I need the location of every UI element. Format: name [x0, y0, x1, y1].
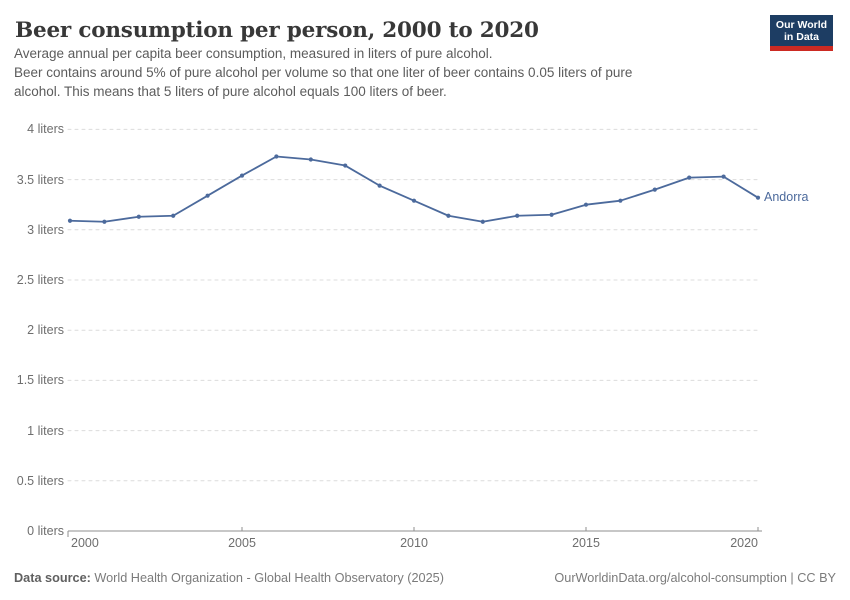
- x-axis-tick-label: 2010: [400, 536, 428, 550]
- chart-title: Beer consumption per person, 2000 to 202…: [15, 18, 539, 43]
- owid-logo-box: Our World in Data: [770, 15, 833, 46]
- subtitle-line-2: Beer contains around 5% of pure alcohol …: [14, 65, 633, 80]
- y-axis-tick-label: 0 liters: [27, 524, 64, 538]
- y-axis-tick-label: 0.5 liters: [16, 473, 64, 488]
- x-axis-tick-label: 2015: [572, 536, 600, 550]
- data-source-text: World Health Organization - Global Healt…: [90, 571, 444, 585]
- subtitle-line-3: alcohol. This means that 5 liters of pur…: [14, 84, 447, 99]
- y-axis-tick-label: 2.5 liters: [16, 273, 64, 287]
- chart-subtitle: Average annual per capita beer consumpti…: [14, 44, 734, 101]
- x-axis-tick-label: 2005: [228, 536, 256, 550]
- data-source-note[interactable]: Data source: World Health Organization -…: [14, 570, 444, 587]
- owid-logo-line1: Our World: [775, 18, 828, 31]
- chart-footer: Data source: World Health Organization -…: [14, 570, 836, 587]
- x-axis-tick-label: 2020: [730, 536, 758, 550]
- series-label-andorra[interactable]: Andorra: [764, 190, 809, 205]
- y-axis-tick-label: 3.5 liters: [16, 172, 64, 187]
- y-axis-tick-label: 1.5 liters: [16, 373, 64, 388]
- y-axis-tick-label: 2 liters: [27, 323, 64, 338]
- y-axis-tick-label: 3 liters: [27, 222, 64, 237]
- owid-logo[interactable]: Our World in Data: [770, 15, 833, 51]
- data-source-label: Data source:: [14, 571, 91, 585]
- owid-license-link[interactable]: OurWorldinData.org/alcohol-consumption |…: [554, 571, 836, 585]
- owid-logo-red-bar: [770, 46, 833, 51]
- owid-logo-line2: in Data: [783, 30, 819, 43]
- y-axis-tick-label: 1 liters: [27, 423, 64, 438]
- x-axis-tick-label: 2000: [71, 536, 99, 550]
- y-axis-tick-label: 4 liters: [27, 122, 64, 137]
- subtitle-line-1: Average annual per capita beer consumpti…: [14, 46, 493, 61]
